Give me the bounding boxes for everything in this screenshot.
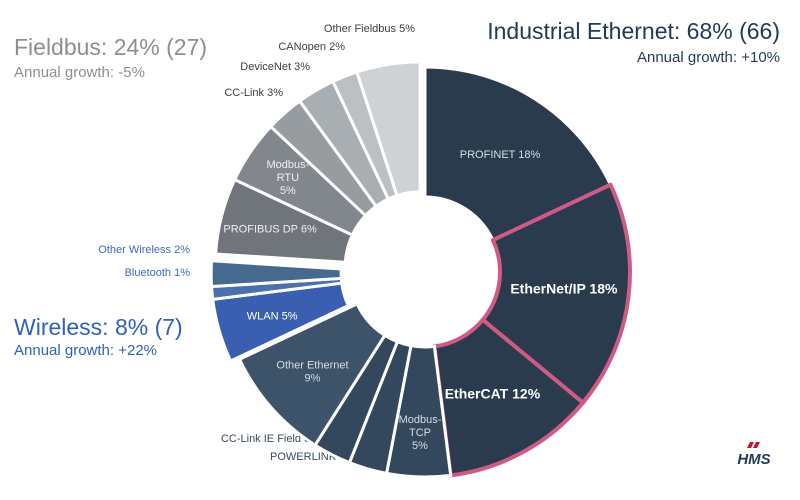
donut-slice	[237, 301, 387, 448]
hms-logo-text: HMS	[737, 451, 770, 468]
slice-label: WLAN 5%	[247, 311, 298, 323]
donut-slice	[354, 60, 422, 198]
slice-highlight-outline	[480, 182, 632, 405]
donut-slice	[209, 259, 343, 289]
donut-slice	[423, 65, 613, 243]
slice-label: Other Wireless 2%	[98, 244, 190, 256]
slice-label: PROFINET 18%	[460, 149, 541, 161]
slice-label: CANopen 2%	[278, 41, 345, 53]
group-growth-fieldbus: Annual growth: -5%	[14, 64, 145, 81]
slice-label: PROFIBUS DP 6%	[223, 223, 317, 235]
slice-label: Modbus-TCP 5%	[399, 414, 442, 452]
group-title-fieldbus: Fieldbus: 24% (27)	[14, 34, 208, 60]
slice-label: Other Fieldbus 5%	[324, 23, 415, 35]
slice-highlight-outline	[432, 317, 585, 478]
slice-label: Other Ethernet 9%	[276, 360, 348, 385]
slice-label: DeviceNet 3%	[240, 61, 310, 73]
group-title-industrial-ethernet: Industrial Ethernet: 68% (66)	[487, 18, 780, 44]
slice-label: Bluetooth 1%	[125, 267, 191, 279]
slice-label: CC-Link 3%	[224, 87, 283, 99]
slice-label: Modbus-RTU 5%	[266, 159, 309, 197]
hms-logo-icon: HMS	[737, 442, 771, 468]
group-growth-wireless: Annual growth: +22%	[14, 342, 158, 359]
slice-label: CC-Link IE Field 3%	[221, 433, 320, 445]
slice-label: EtherCAT 12%	[445, 386, 541, 402]
group-title-wireless: Wireless: 8% (7)	[14, 314, 183, 340]
slice-label: EtherNet/IP 18%	[510, 281, 618, 297]
group-growth-industrial-ethernet: Annual growth: +10%	[636, 49, 780, 66]
